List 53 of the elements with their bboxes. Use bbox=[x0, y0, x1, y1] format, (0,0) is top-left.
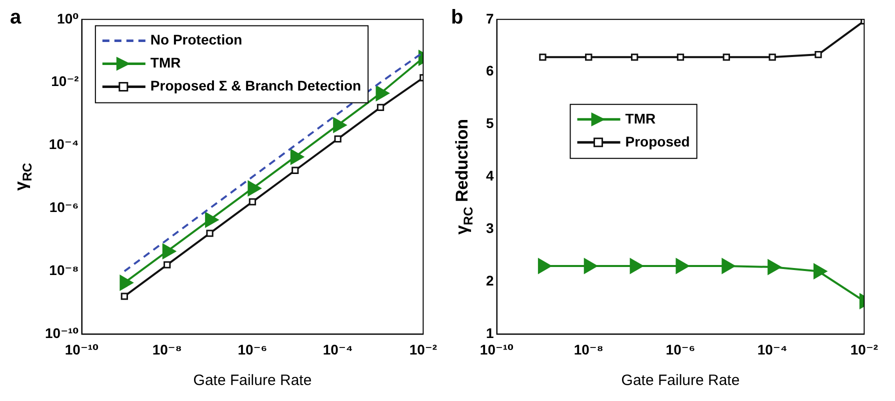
x-tick-label: 10⁻¹⁰ bbox=[64, 341, 99, 358]
legend-label: Proposed Σ & Branch Detection bbox=[150, 78, 362, 94]
legend-label: TMR bbox=[625, 110, 656, 126]
y-tick-label: 6 bbox=[486, 62, 494, 79]
x-axis-title: Gate Failure Rate bbox=[193, 372, 312, 390]
y-tick-label: 10⁰ bbox=[57, 10, 79, 26]
y-tick-label: 10⁻⁸ bbox=[49, 262, 79, 278]
y-tick-label: 1 bbox=[486, 325, 494, 342]
point bbox=[164, 261, 171, 268]
point bbox=[538, 258, 552, 274]
y-tick-label: 3 bbox=[486, 220, 494, 236]
point bbox=[630, 54, 638, 61]
x-tick-label: 10⁻⁴ bbox=[322, 341, 353, 358]
point bbox=[290, 149, 304, 165]
chart-title: b bbox=[451, 6, 464, 29]
chart-title: a bbox=[10, 6, 22, 29]
y-axis-title: γRC Reduction bbox=[452, 118, 476, 235]
point bbox=[205, 212, 219, 228]
x-tick-label: 10⁻⁶ bbox=[666, 341, 696, 358]
point bbox=[376, 104, 384, 111]
point bbox=[206, 230, 214, 237]
y-tick-label: 5 bbox=[486, 115, 494, 132]
x-tick-label: 10⁻² bbox=[850, 341, 878, 358]
y-tick-label: 2 bbox=[486, 272, 494, 289]
x-axis-title: Gate Failure Rate bbox=[621, 372, 740, 390]
x-tick-label: 10⁻⁶ bbox=[238, 341, 268, 358]
x-tick-label: 10⁻² bbox=[409, 341, 438, 358]
point bbox=[584, 258, 598, 274]
y-tick-label: 10⁻⁶ bbox=[49, 199, 79, 216]
point bbox=[162, 244, 176, 259]
point bbox=[292, 166, 299, 174]
legend-label: No Protection bbox=[150, 32, 242, 48]
y-tick-label: 7 bbox=[486, 10, 494, 26]
legend-label: Proposed bbox=[625, 133, 690, 150]
point bbox=[722, 54, 730, 61]
point bbox=[120, 275, 134, 290]
point bbox=[630, 258, 644, 274]
x-tick-label: 10⁻⁸ bbox=[152, 341, 182, 358]
point bbox=[814, 50, 822, 58]
legend-label: TMR bbox=[150, 54, 181, 71]
y-axis-title: γRC bbox=[12, 162, 34, 191]
point bbox=[248, 198, 256, 206]
y-tick-label: 10⁻¹⁰ bbox=[44, 325, 79, 342]
x-tick-label: 10⁻⁸ bbox=[574, 341, 604, 358]
point bbox=[585, 54, 592, 61]
x-tick-label: 10⁻⁴ bbox=[757, 341, 788, 358]
y-tick-label: 10⁻⁴ bbox=[48, 136, 79, 152]
y-tick-label: 10⁻² bbox=[51, 73, 80, 90]
point bbox=[676, 54, 684, 61]
y-tick-label: 4 bbox=[486, 168, 494, 184]
point bbox=[768, 54, 776, 61]
point bbox=[248, 180, 262, 196]
point bbox=[334, 135, 342, 142]
